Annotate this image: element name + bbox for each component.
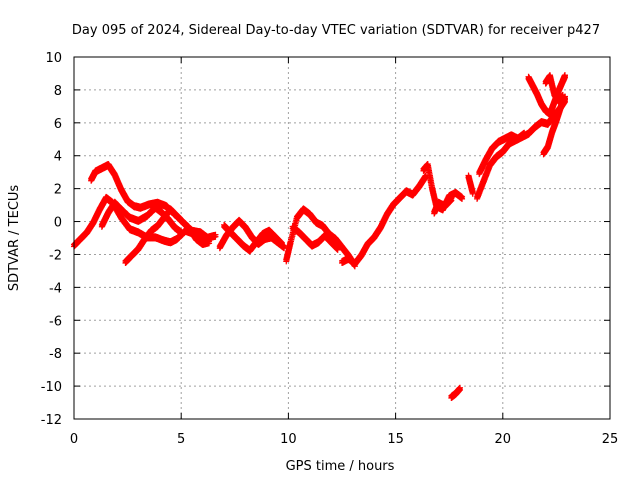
series-track-k [431, 195, 455, 217]
y-tick-label: -10 [41, 380, 62, 395]
x-tick-label: 25 [602, 432, 619, 447]
y-tick-label: -12 [41, 413, 62, 428]
y-tick-label: 0 [54, 216, 62, 231]
series-track-h [289, 223, 341, 253]
data-points [71, 72, 568, 401]
x-axis-label: GPS time / hours [286, 459, 395, 474]
y-tick-label: 4 [54, 150, 62, 165]
series-track-f [221, 221, 285, 255]
series-track-l [448, 384, 463, 401]
x-tick-label: 15 [387, 432, 404, 447]
data-point [212, 233, 219, 240]
series-track-d [122, 205, 213, 267]
series-track-m [465, 172, 476, 197]
y-tick-label: 2 [54, 183, 62, 198]
data-point [206, 240, 213, 247]
series-track-i [339, 172, 429, 268]
x-tick-label: 10 [280, 432, 297, 447]
chart-title: Day 095 of 2024, Sidereal Day-to-day VTE… [72, 23, 600, 38]
y-tick-label: 10 [45, 51, 62, 66]
x-tick-label: 20 [495, 432, 512, 447]
axis-ticks: 0 5 10 15 20 25 -12 -10 -8 -6 -4 -2 0 2 4 6 8 10 [41, 51, 619, 447]
y-tick-label: -2 [49, 248, 62, 263]
y-tick-label: 6 [54, 117, 62, 132]
y-tick-label: -4 [49, 281, 62, 296]
grid [74, 57, 610, 419]
y-tick-label: 8 [54, 84, 62, 99]
x-tick-label: 5 [177, 432, 185, 447]
series-track-c [98, 198, 185, 237]
y-axis-label: SDTVAR / TECUs [7, 185, 22, 292]
series-track-n [474, 96, 568, 202]
x-tick-label: 0 [70, 432, 78, 447]
data-point [178, 230, 185, 237]
data-point [459, 195, 466, 202]
series-track-a [71, 193, 219, 250]
data-point [448, 197, 455, 204]
y-tick-label: -6 [49, 314, 62, 329]
y-tick-label: -8 [49, 347, 62, 362]
data-point [334, 246, 341, 253]
data-point [278, 241, 285, 248]
